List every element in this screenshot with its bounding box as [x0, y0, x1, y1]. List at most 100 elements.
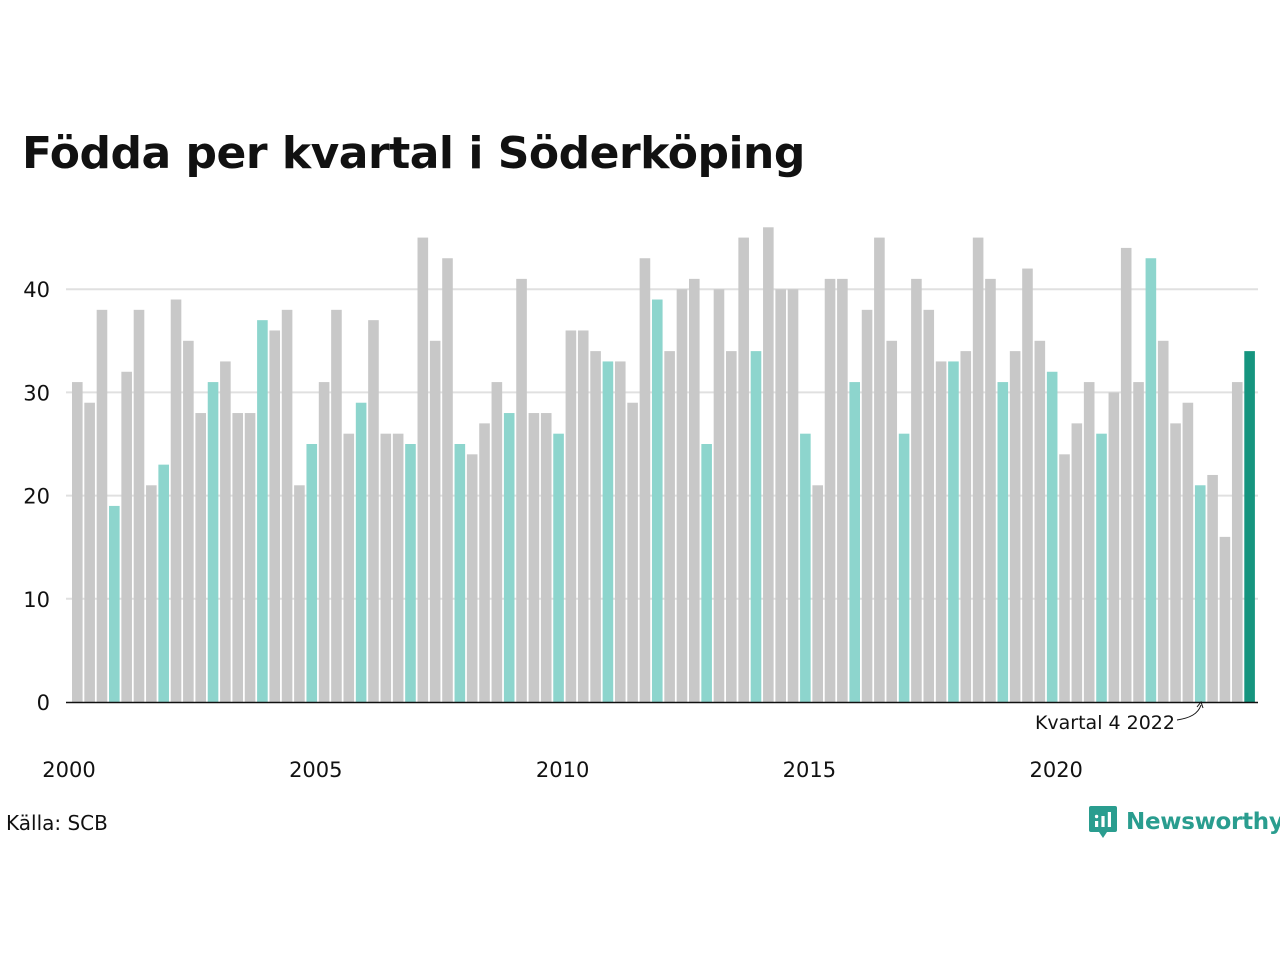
bar — [491, 382, 503, 702]
bar — [405, 444, 416, 702]
latest-annotation: Kvartal 4 2022 — [1035, 700, 1204, 734]
bar — [639, 258, 651, 702]
bar — [207, 382, 219, 702]
bar — [269, 330, 281, 702]
bar — [331, 309, 342, 702]
bar — [466, 454, 478, 702]
bar — [96, 309, 108, 702]
bar — [1022, 268, 1033, 702]
bar — [121, 371, 132, 702]
bar — [232, 413, 244, 702]
bar — [220, 361, 231, 702]
bar — [923, 309, 935, 702]
bar — [1207, 474, 1218, 702]
bar — [713, 289, 725, 702]
bar — [837, 278, 848, 702]
bar — [590, 351, 601, 702]
bar — [417, 237, 429, 702]
source-label: Källa: SCB — [6, 811, 108, 835]
bar — [540, 413, 552, 702]
bar — [651, 299, 663, 702]
bar — [738, 237, 749, 702]
bar — [158, 464, 169, 702]
newsworthy-logo[interactable]: Newsworthy — [1088, 804, 1280, 840]
bar — [800, 433, 811, 702]
bar — [84, 402, 95, 702]
bar — [1157, 340, 1169, 702]
x-tick-label: 2020 — [1029, 758, 1082, 782]
bar — [479, 423, 490, 702]
bar — [368, 320, 379, 702]
chart-title: Födda per kvartal i Söderköping — [22, 128, 805, 179]
bar — [689, 278, 700, 702]
bar — [1034, 340, 1046, 702]
bars — [72, 227, 1255, 703]
bar — [985, 278, 996, 702]
bar — [960, 351, 972, 702]
bar — [257, 320, 268, 702]
bar — [1108, 392, 1120, 702]
x-axis-ticks: 2000 2005 2010 2015 2020 — [42, 758, 1083, 782]
bar — [1145, 258, 1157, 702]
bar — [1083, 382, 1095, 702]
bar — [1009, 351, 1021, 702]
bar — [1170, 423, 1181, 702]
bar — [935, 361, 947, 702]
bar — [318, 382, 330, 702]
bar — [997, 382, 1009, 702]
bar — [1194, 485, 1206, 702]
bar — [306, 444, 318, 702]
annotation-arrow — [1176, 704, 1202, 721]
bar — [874, 237, 885, 702]
bar — [627, 402, 638, 702]
bar — [503, 413, 515, 702]
bar — [775, 289, 786, 702]
y-axis-ticks: 0 10 20 30 40 — [23, 278, 50, 715]
bar — [244, 413, 256, 702]
bar — [392, 433, 404, 702]
bar — [701, 444, 712, 702]
bar — [1046, 371, 1058, 702]
bar — [1071, 423, 1083, 702]
bar — [442, 258, 453, 702]
y-tick-label: 0 — [37, 691, 50, 715]
bar — [911, 278, 922, 702]
bar — [577, 330, 589, 702]
bar — [676, 289, 688, 702]
x-tick-label: 2010 — [536, 758, 589, 782]
bar — [972, 237, 984, 702]
bar — [898, 433, 910, 702]
bar — [183, 340, 194, 702]
bar — [948, 361, 959, 702]
bar — [195, 413, 206, 702]
bar — [516, 278, 527, 702]
x-tick-label: 2000 — [42, 758, 95, 782]
bar — [1219, 536, 1231, 702]
bar — [294, 485, 305, 702]
bar — [602, 361, 614, 702]
bar — [1133, 382, 1144, 702]
bar — [726, 351, 737, 702]
bar — [763, 227, 774, 702]
annotation-arrowhead — [1196, 700, 1204, 709]
bar — [1059, 454, 1070, 702]
bar — [750, 351, 762, 702]
bar — [1231, 382, 1243, 702]
x-tick-label: 2005 — [289, 758, 342, 782]
bar — [1244, 351, 1255, 702]
bar — [133, 309, 145, 702]
bar — [614, 361, 626, 702]
bar — [343, 433, 355, 702]
bar — [281, 309, 293, 702]
bar — [565, 330, 577, 702]
bar — [380, 433, 392, 702]
bar — [528, 413, 540, 702]
bar — [812, 485, 823, 702]
y-tick-label: 10 — [23, 588, 50, 612]
bar — [1182, 402, 1194, 702]
y-tick-label: 40 — [23, 278, 50, 302]
bar — [355, 402, 367, 702]
bar — [454, 444, 466, 702]
bar — [861, 309, 873, 702]
x-tick-label: 2015 — [783, 758, 836, 782]
